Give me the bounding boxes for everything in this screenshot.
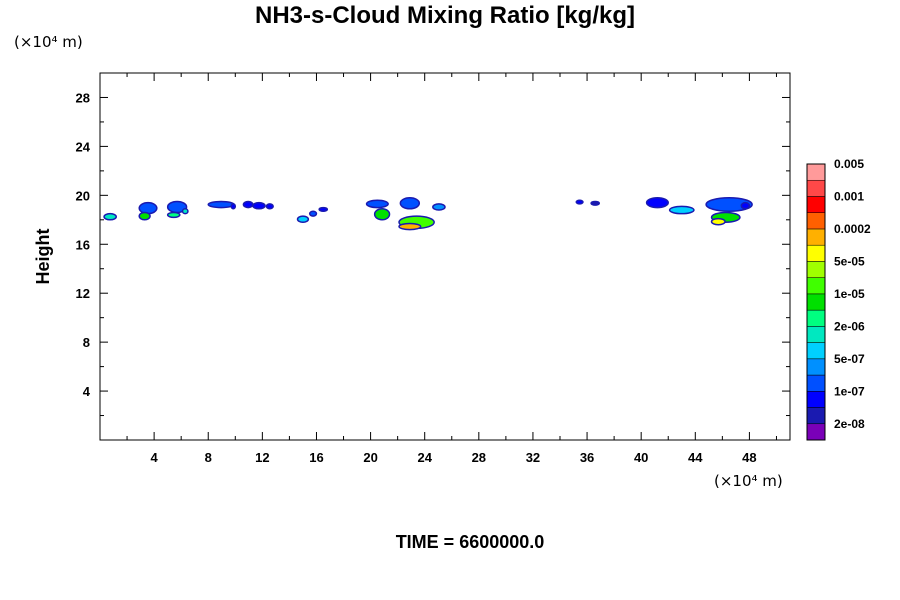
colorbar-swatch: [806, 391, 826, 408]
colorbar-swatch: [806, 261, 826, 278]
colorbar-swatch: [806, 212, 826, 230]
x-tick-label: 44: [688, 450, 703, 465]
cloud-patch: [181, 208, 189, 215]
colorbar-label: 1e-07: [834, 384, 865, 398]
cloud-field: [103, 197, 753, 231]
x-tick-label: 40: [634, 450, 648, 465]
plot-background: [100, 73, 790, 440]
cloud-patch: [138, 201, 158, 215]
cloud-patch: [398, 222, 422, 231]
y-tick-label: 28: [76, 90, 90, 105]
colorbar-swatch: [806, 179, 826, 197]
colorbar-label: 0.0002: [834, 222, 871, 236]
y-tick-label: 4: [83, 384, 91, 399]
cloud-patch: [265, 203, 274, 210]
colorbar-swatch: [806, 277, 826, 295]
x-unit-label: (×10⁴ m): [714, 472, 783, 490]
colorbar-label: 2e-06: [834, 319, 865, 333]
colorbar-swatch: [806, 244, 826, 262]
cloud-patch: [668, 205, 695, 215]
cloud-patch: [590, 200, 600, 206]
cloud-patch: [373, 208, 391, 221]
y-axis-title: Height: [33, 228, 53, 284]
x-tick-label: 48: [742, 450, 756, 465]
colorbar-swatch: [806, 374, 826, 392]
colorbar-label: 2e-08: [834, 417, 865, 431]
colorbar-swatch: [806, 309, 826, 327]
cloud-patch: [645, 197, 669, 209]
plot-area: [100, 73, 790, 440]
cloud-patch: [230, 203, 237, 210]
cloud-patch: [166, 211, 181, 219]
x-tick-label: 16: [309, 450, 323, 465]
x-tick-label: 32: [526, 450, 540, 465]
x-tick-label: 12: [255, 450, 269, 465]
time-label: TIME = 6600000.0: [395, 532, 545, 552]
cloud-patch: [399, 197, 421, 210]
x-tick-label: 8: [205, 450, 212, 465]
cloud-patch: [365, 199, 389, 209]
colorbar-swatch: [806, 342, 826, 360]
x-tick-label: 24: [417, 450, 432, 465]
cloud-patch: [103, 212, 117, 221]
cloud-patch: [138, 211, 151, 221]
cloud-patch: [296, 215, 310, 223]
colorbar-swatch: [806, 423, 826, 441]
cloud-patch: [318, 206, 329, 212]
x-tick-label: 20: [363, 450, 377, 465]
colorbar-swatch: [806, 163, 826, 181]
y-tick-label: 8: [83, 335, 90, 350]
cloud-patch: [705, 197, 753, 212]
x-tick-label: 36: [580, 450, 594, 465]
colorbar-swatch: [806, 228, 826, 246]
cloud-patch: [308, 210, 318, 217]
colorbar-label: 5e-05: [834, 254, 865, 268]
plot-frame: [99, 72, 791, 441]
cloud-patch: [432, 203, 446, 211]
y-tick-label: 24: [76, 139, 91, 154]
y-unit-label: (×10⁴ m): [14, 33, 83, 51]
cloud-patch: [710, 217, 726, 226]
x-tick-label: 4: [151, 450, 159, 465]
y-tick-label: 12: [76, 286, 90, 301]
colorbar-swatch: [806, 407, 826, 425]
colorbar-label: 0.001: [834, 189, 864, 203]
cloud-patch: [242, 200, 254, 209]
colorbar-swatch: [806, 326, 826, 343]
cloud-patch: [575, 199, 584, 205]
cloud-patch: [740, 201, 751, 210]
colorbar: 2e-08 1e-07 5e-07 2e-06 1e-05 5e-05 0.0002 0.00…: [806, 157, 871, 441]
colorbar-swatch: [806, 358, 826, 376]
y-tick-label: 20: [76, 188, 90, 203]
colorbar-swatch: [806, 196, 826, 213]
colorbar-label: 1e-05: [834, 287, 865, 301]
chart-title: NH3-s-Cloud Mixing Ratio [kg/kg]: [255, 2, 635, 29]
colorbar-label: 5e-07: [834, 352, 865, 366]
colorbar-frame: [806, 163, 826, 441]
cloud-patch: [207, 200, 235, 209]
y-tick-label: 16: [76, 237, 90, 252]
x-tick-label: 28: [472, 450, 486, 465]
colorbar-label: 0.005: [834, 157, 864, 171]
colorbar-swatch: [806, 293, 826, 311]
cloud-patch: [252, 201, 266, 210]
